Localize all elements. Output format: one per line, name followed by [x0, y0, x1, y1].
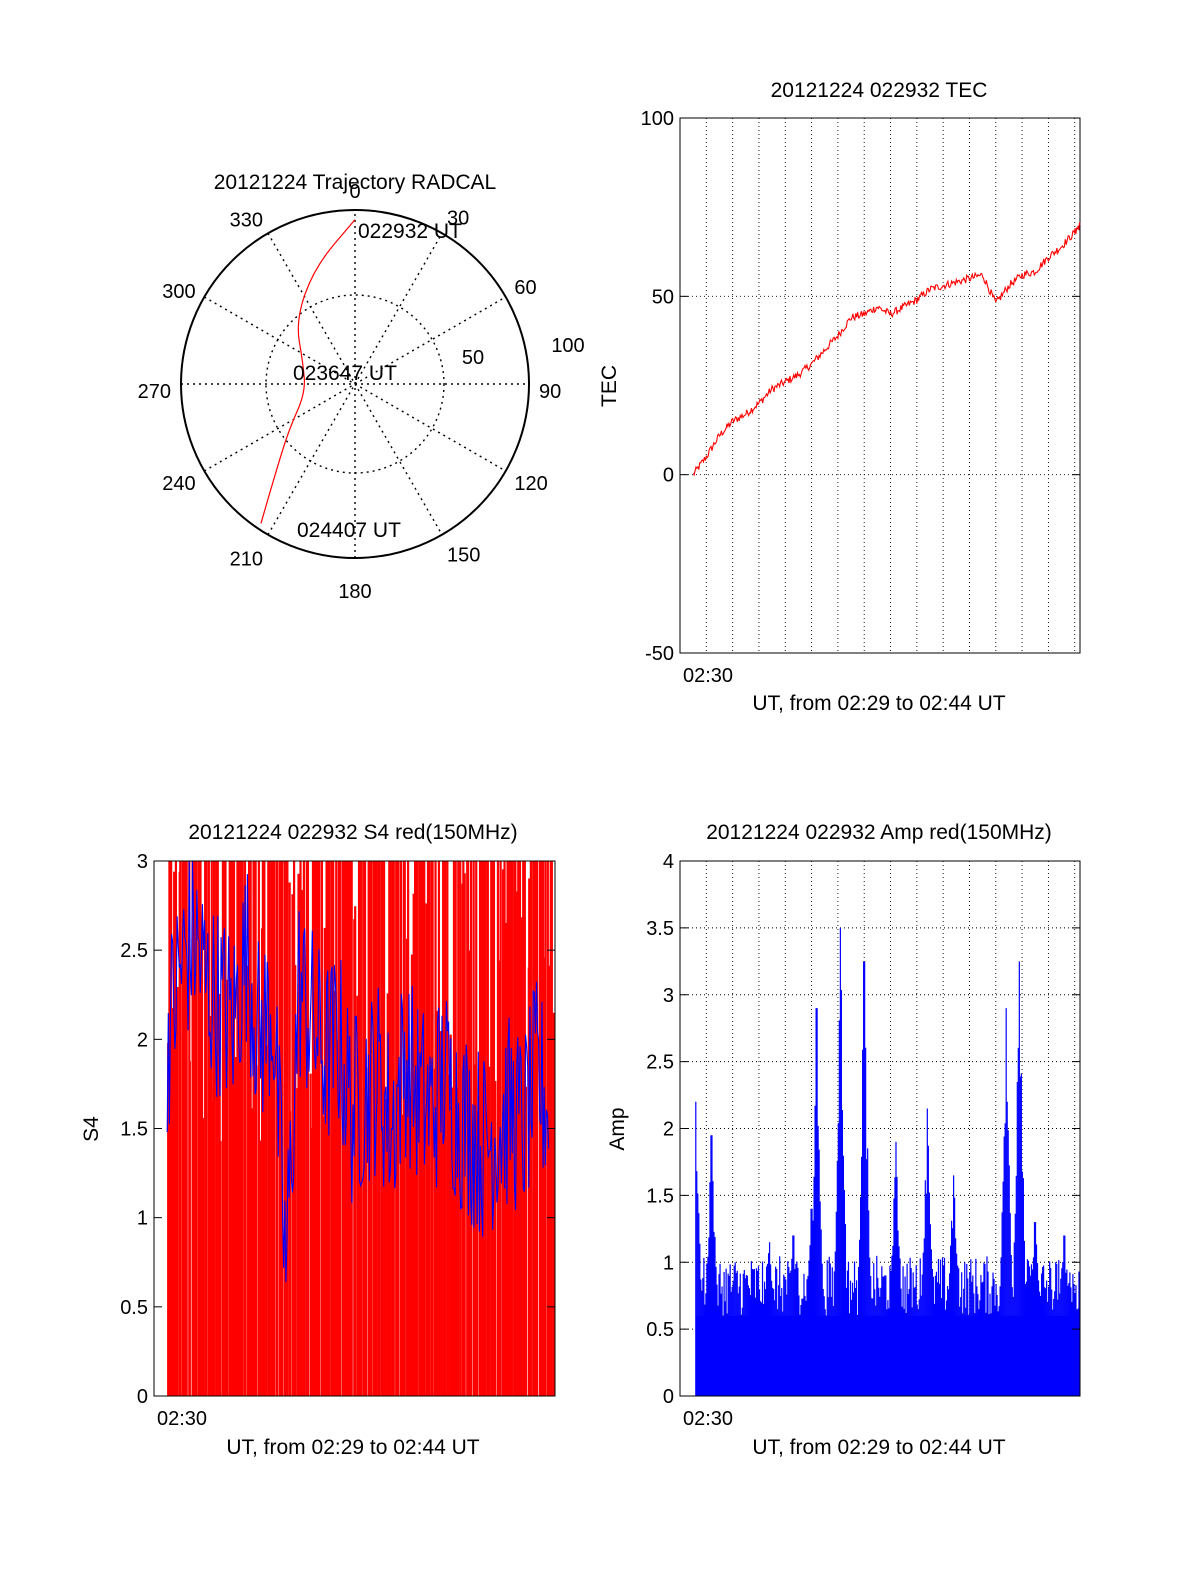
amp-y-tick-label: 2.5: [646, 1052, 674, 1074]
trajectory-azimuth-label: 270: [138, 381, 171, 403]
trajectory-grid: [181, 210, 529, 558]
tec-y-tick-label: 50: [652, 286, 674, 308]
trajectory-azimuth-label: 210: [230, 548, 263, 570]
trajectory-azimuth-labels: 0 30 60 90 120 150 180 210 240 270 300 330: [138, 181, 562, 603]
trajectory-radial-label-50: 50: [462, 347, 484, 369]
tec-series-line: [692, 222, 1081, 477]
amp-blue-fill: [695, 1315, 1080, 1396]
s4-y-tick-label: 0: [137, 1386, 148, 1408]
amp-y-tick-label: 3.5: [646, 918, 674, 940]
s4-y-axis-label: S4: [80, 1116, 103, 1142]
tec-x-axis-label: UT, from 02:29 to 02:44 UT: [752, 692, 1005, 715]
s4-y-tick-label: 1.5: [120, 1119, 148, 1141]
amp-y-tick-label: 3: [663, 985, 674, 1007]
amp-y-tick-label: 0.5: [646, 1319, 674, 1341]
s4-x-tick-label: 02:30: [157, 1408, 207, 1430]
trajectory-azimuth-label: 90: [539, 381, 561, 403]
tec-y-tick-labels: -50 0 50 100: [641, 108, 1080, 665]
s4-plot: 20121224 022932 S4 red(150MHz) 0 0.5 1 1.5 2…: [80, 821, 556, 1459]
tec-title: 20121224 022932 TEC: [771, 79, 988, 102]
tec-plot: 20121224 022932 TEC -50 0 50 100 02:30 UT, …: [598, 79, 1081, 715]
trajectory-azimuth-label: 60: [514, 277, 536, 299]
trajectory-azimuth-label: 330: [230, 210, 263, 232]
trajectory-track-line: [260, 219, 356, 524]
amp-title: 20121224 022932 Amp red(150MHz): [706, 821, 1052, 844]
amp-x-axis-label: UT, from 02:29 to 02:44 UT: [752, 1436, 1005, 1459]
trajectory-azimuth-label: 240: [162, 473, 195, 495]
trajectory-azimuth-label: 0: [349, 181, 360, 203]
trajectory-radial-label-100: 100: [551, 335, 584, 357]
s4-red-spikes: [167, 861, 555, 1396]
tec-x-tick-label: 02:30: [683, 665, 733, 687]
s4-y-tick-label: 2: [137, 1029, 148, 1051]
trajectory-title: 20121224 Trajectory RADCAL: [214, 171, 497, 194]
amp-y-axis-label: Amp: [606, 1107, 629, 1150]
tec-y-tick-label: 100: [641, 108, 674, 130]
amp-x-tick-label: 02:30: [683, 1408, 733, 1430]
trajectory-azimuth-label: 30: [447, 208, 469, 230]
s4-y-tick-label: 1: [137, 1208, 148, 1230]
tec-grid: [680, 117, 1080, 654]
s4-blue-series-line: [166, 860, 550, 1283]
amp-y-tick-labels: 0 0.5 1 1.5 2 2.5 3 3.5 4: [646, 851, 1080, 1408]
trajectory-outer-ring: [180, 209, 530, 559]
amp-y-tick-label: 4: [663, 851, 674, 873]
tec-y-axis-label: TEC: [598, 365, 621, 407]
trajectory-azimuth-label: 120: [514, 473, 547, 495]
tec-plot-frame: [679, 117, 1081, 654]
s4-title: 20121224 022932 S4 red(150MHz): [188, 821, 517, 844]
s4-y-tick-label: 2.5: [120, 940, 148, 962]
amp-y-tick-label: 0: [663, 1386, 674, 1408]
trajectory-polar-plot: 20121224 Trajectory RADCAL 0 30 60 90 120 150…: [138, 171, 585, 603]
trajectory-azimuth-label: 150: [447, 544, 480, 566]
amp-y-tick-label: 1.5: [646, 1185, 674, 1207]
s4-x-axis-label: UT, from 02:29 to 02:44 UT: [226, 1436, 479, 1459]
amp-y-tick-label: 1: [663, 1252, 674, 1274]
trajectory-mid-annotation: 023647 UT: [293, 362, 397, 385]
trajectory-spoke: [267, 232, 443, 536]
amp-blue-spikes: [695, 927, 1080, 1396]
amp-y-tick-label: 2: [663, 1119, 674, 1141]
s4-y-tick-label: 3: [137, 851, 148, 873]
amp-plot: 20121224 022932 Amp red(150MHz) 0 0.5 1 1.5…: [606, 821, 1081, 1459]
trajectory-end-annotation: 024407 UT: [297, 519, 401, 542]
s4-y-tick-labels: 0 0.5 1 1.5 2 2.5 3: [120, 851, 555, 1408]
tec-y-tick-label: -50: [645, 643, 674, 665]
tec-y-tick-label: 0: [663, 465, 674, 487]
trajectory-azimuth-label: 300: [162, 281, 195, 303]
trajectory-start-annotation: 022932 UT: [358, 220, 462, 243]
s4-y-tick-label: 0.5: [120, 1297, 148, 1319]
trajectory-azimuth-label: 180: [338, 581, 371, 603]
